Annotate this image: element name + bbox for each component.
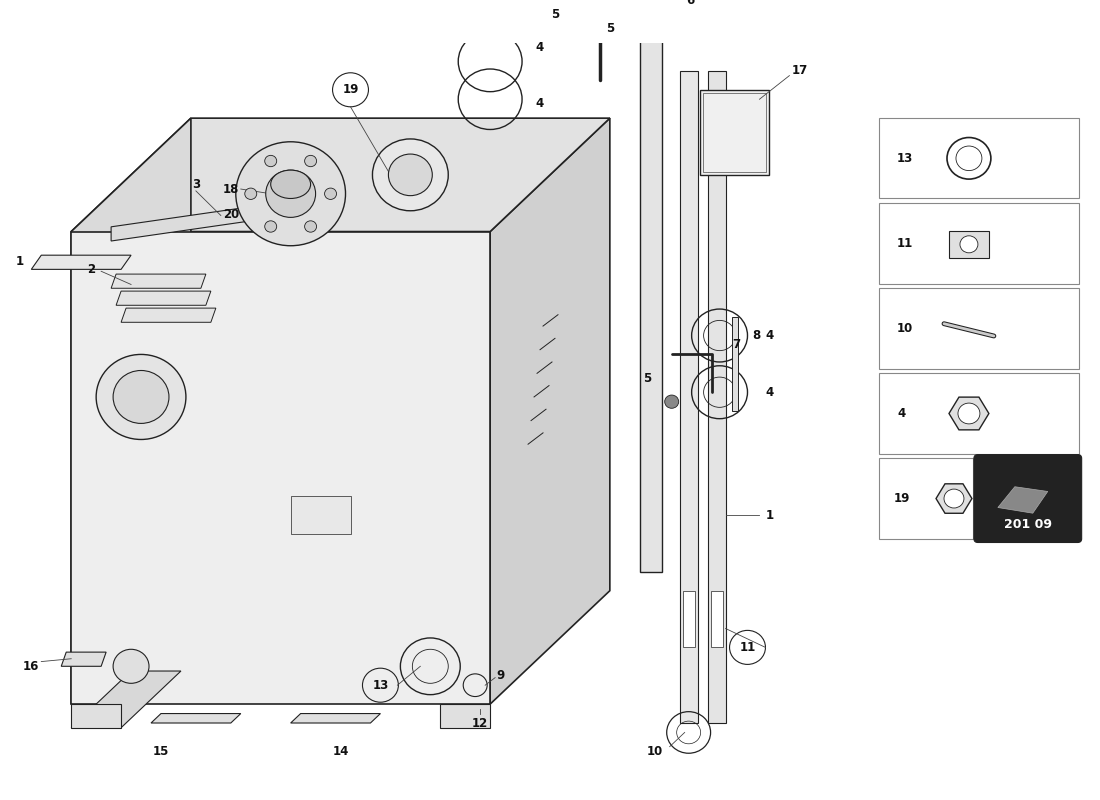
Polygon shape (31, 255, 131, 270)
Circle shape (235, 142, 345, 246)
Circle shape (265, 221, 277, 232)
Text: 16: 16 (23, 660, 40, 673)
Bar (879, 374, 1079, 454)
Text: 4: 4 (536, 98, 544, 110)
Bar (879, 458, 972, 538)
Bar (703, 93, 767, 172)
Text: 9: 9 (496, 670, 504, 682)
Bar (640, 24, 662, 572)
Text: 20: 20 (222, 208, 239, 221)
Ellipse shape (640, 18, 662, 30)
Text: eurospares: eurospares (166, 411, 535, 468)
Text: 11: 11 (898, 237, 913, 250)
Polygon shape (949, 397, 989, 430)
Circle shape (664, 395, 679, 408)
Circle shape (96, 354, 186, 439)
Polygon shape (72, 671, 180, 728)
Text: 3: 3 (191, 178, 200, 191)
Polygon shape (998, 486, 1047, 513)
Polygon shape (440, 704, 491, 728)
Text: 5: 5 (551, 8, 559, 21)
Text: 19: 19 (342, 83, 359, 96)
Text: a passion for parts since 1985: a passion for parts since 1985 (277, 479, 563, 589)
Bar (879, 288, 1079, 369)
Text: 13: 13 (898, 152, 913, 165)
Polygon shape (151, 714, 241, 723)
Polygon shape (117, 291, 211, 306)
Polygon shape (111, 194, 341, 241)
Ellipse shape (271, 170, 310, 198)
Text: 10: 10 (898, 322, 913, 335)
Bar (707, 71, 726, 723)
Text: 2: 2 (87, 263, 96, 276)
Text: 4: 4 (898, 407, 905, 420)
Polygon shape (72, 231, 491, 704)
Circle shape (113, 650, 148, 683)
Bar (711, 590, 723, 647)
Polygon shape (121, 308, 216, 322)
Text: 1: 1 (766, 509, 773, 522)
Bar (680, 71, 697, 723)
Bar (949, 231, 989, 258)
Circle shape (324, 188, 337, 199)
Bar (700, 90, 769, 175)
Circle shape (944, 489, 964, 508)
Text: 201 09: 201 09 (1004, 518, 1052, 531)
Text: 19: 19 (894, 492, 911, 505)
Text: 15: 15 (153, 745, 169, 758)
Text: 11: 11 (739, 641, 756, 654)
Bar (683, 590, 694, 647)
Text: 7: 7 (733, 338, 740, 351)
Text: 17: 17 (791, 64, 807, 78)
Circle shape (305, 155, 317, 166)
Polygon shape (290, 714, 381, 723)
Polygon shape (72, 118, 609, 231)
Text: 13: 13 (372, 678, 388, 692)
Text: 5: 5 (606, 22, 614, 35)
Circle shape (266, 170, 316, 218)
Circle shape (305, 221, 317, 232)
Bar (879, 203, 1079, 283)
Circle shape (958, 403, 980, 424)
Text: 4: 4 (536, 41, 544, 54)
Polygon shape (936, 484, 972, 514)
FancyBboxPatch shape (974, 454, 1081, 542)
Polygon shape (72, 118, 191, 704)
Circle shape (960, 236, 978, 253)
Text: 5: 5 (642, 371, 651, 385)
Text: 18: 18 (222, 182, 239, 195)
Text: 1: 1 (15, 255, 23, 268)
Polygon shape (111, 274, 206, 288)
Bar (290, 496, 351, 534)
Polygon shape (62, 652, 106, 666)
Text: 10: 10 (647, 745, 663, 758)
Text: 4: 4 (766, 386, 773, 398)
Circle shape (265, 155, 277, 166)
Text: 14: 14 (332, 745, 349, 758)
Text: 4: 4 (766, 329, 773, 342)
Polygon shape (491, 118, 609, 704)
Bar (879, 118, 1079, 198)
Text: 12: 12 (472, 717, 488, 730)
Circle shape (113, 370, 169, 423)
Circle shape (373, 139, 449, 210)
Circle shape (245, 188, 256, 199)
Text: 8: 8 (752, 329, 760, 342)
Text: 6: 6 (686, 0, 695, 6)
Polygon shape (72, 704, 121, 728)
Bar (732, 317, 737, 411)
Circle shape (388, 154, 432, 196)
